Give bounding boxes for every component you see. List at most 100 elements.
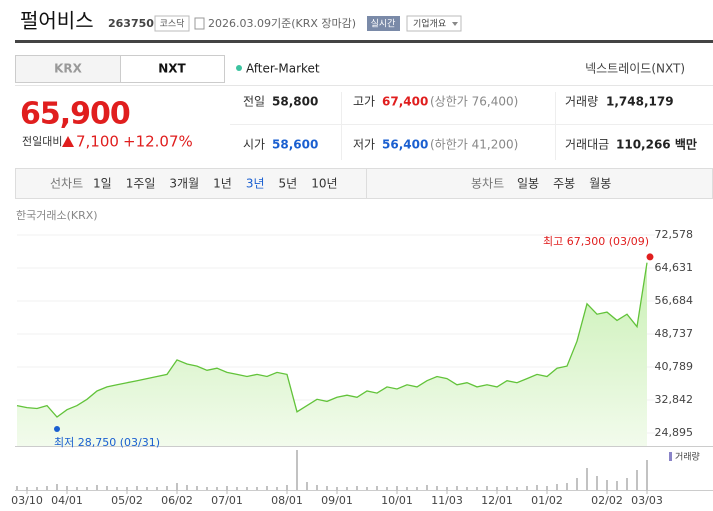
volume-bar [636, 470, 638, 490]
price-line [16, 262, 648, 418]
candle-option[interactable]: 월봉 [589, 177, 611, 191]
volume-bar [96, 485, 98, 490]
volume-bar [16, 486, 18, 490]
volume-bar [116, 487, 118, 490]
tab-nxt[interactable] [120, 55, 225, 83]
volume-bar [606, 480, 608, 490]
high-label: 최고 67,300 (03/09) [543, 235, 649, 248]
stat-value: 67,400 [382, 95, 428, 109]
candle-option[interactable]: 주봉 [553, 177, 575, 191]
overview-button[interactable] [406, 15, 462, 32]
tab-label[interactable]: NXT [158, 62, 186, 76]
stat-label: 고가 [353, 95, 375, 109]
y-tick-label: 40,789 [655, 360, 694, 373]
volume-bar [256, 487, 258, 490]
stat-label: 거래량 [565, 95, 598, 109]
volume-bar [346, 487, 348, 490]
x-tick-label: 09/01 [321, 494, 353, 507]
period-option[interactable]: 3개월 [169, 177, 199, 191]
period-option[interactable]: 1일 [93, 177, 112, 191]
volume-bar [216, 487, 218, 490]
volume-bar [236, 487, 238, 490]
realtime-badge[interactable] [367, 16, 400, 31]
header-rule [15, 40, 713, 43]
volume-bar [516, 487, 518, 490]
volume-bar [76, 487, 78, 490]
volume-bar [596, 476, 598, 490]
source: 한국거래소(KRX) [16, 209, 98, 222]
y-tick-label: 32,842 [655, 393, 694, 406]
tab-label[interactable]: KRX [54, 62, 83, 76]
volume-bar [566, 483, 568, 490]
volume-bar [86, 487, 88, 490]
candle-option[interactable]: 일봉 [517, 177, 539, 191]
volume-bar [276, 487, 278, 490]
volume-bar [316, 485, 318, 490]
period-option[interactable]: 10년 [311, 177, 337, 191]
price-area [17, 262, 647, 446]
volume-bar [206, 487, 208, 490]
low-marker [54, 425, 60, 432]
volume-bar [166, 486, 168, 490]
change-pct: +12.07% [123, 133, 193, 151]
x-tick-label: 05/02 [111, 494, 143, 507]
volume-bar [466, 487, 468, 490]
volume-bar [436, 486, 438, 490]
x-tick-label: 06/02 [161, 494, 193, 507]
y-tick-label: 64,631 [655, 261, 694, 274]
volume-bar [616, 481, 618, 490]
stat-value: 58,600 [272, 138, 318, 152]
period-option[interactable]: 3년 [246, 177, 265, 191]
stat-value: 58,800 [272, 95, 318, 109]
volume-bar [46, 486, 48, 490]
market-badge [154, 15, 190, 32]
x-tick-label: 01/02 [531, 494, 563, 507]
volume-bar [476, 487, 478, 490]
volume-bar [546, 486, 548, 490]
stock-name: 펄어비스 [20, 9, 94, 33]
current-price: 65,900 [20, 97, 130, 132]
volume-bar [536, 485, 538, 490]
volume-bar [306, 482, 308, 490]
volume-bar [456, 486, 458, 490]
volume-bar [336, 487, 338, 490]
volume-bar [246, 487, 248, 490]
overview[interactable]: 기업개요 [413, 19, 446, 30]
volume-bar [156, 487, 158, 490]
x-tick-label: 10/01 [381, 494, 413, 507]
volume-bar [136, 486, 138, 490]
volume-bar [416, 487, 418, 490]
volume-bar [376, 486, 378, 490]
after-market: After-Market [246, 62, 320, 76]
y-tick-label: 72,578 [655, 228, 694, 241]
realtime[interactable]: 실시간 [371, 19, 396, 30]
volume-bar [126, 487, 128, 490]
volume-bar [386, 487, 388, 490]
stock-code: 263750 [108, 17, 154, 30]
volume-bar [66, 486, 68, 490]
stat-label: 전일 [243, 95, 265, 109]
stat-label: 저가 [353, 138, 375, 152]
period-option[interactable]: 5년 [279, 177, 298, 191]
x-tick-label: 03/10 [11, 494, 43, 507]
stat-value: 110,266 백만 [616, 137, 697, 152]
candle-label: 봉차트 [471, 177, 504, 191]
x-tick-label: 03/03 [631, 494, 663, 507]
volume-bar [26, 487, 28, 490]
change: 7,100 [76, 133, 119, 151]
volume-bar [406, 487, 408, 490]
low-label: 최저 28,750 (03/31) [54, 436, 160, 449]
volume-bar [356, 486, 358, 490]
period-option[interactable]: 1년 [213, 177, 232, 191]
volume-bar [326, 486, 328, 490]
stat-value: 56,400 [382, 138, 428, 152]
x-tick-label: 07/01 [211, 494, 243, 507]
volume-bar [36, 487, 38, 490]
stat-extra: (하한가 41,200) [430, 138, 518, 152]
volume-bar [176, 483, 178, 490]
period-option[interactable]: 1주일 [126, 177, 156, 191]
volume-bar [626, 478, 628, 490]
legend-swatch [669, 452, 672, 461]
volume-bar [226, 486, 228, 490]
